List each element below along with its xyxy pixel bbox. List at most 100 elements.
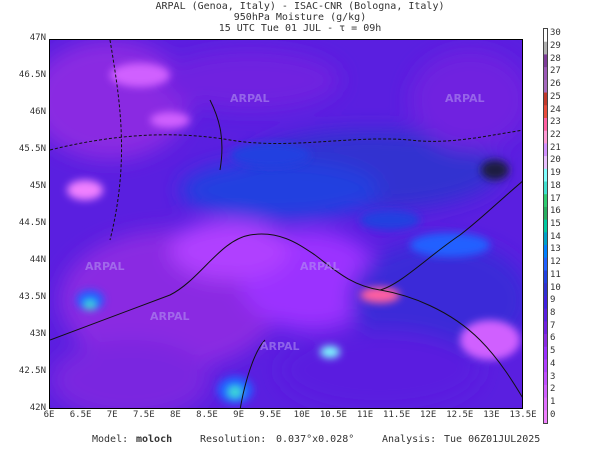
colorbar-swatch bbox=[544, 397, 547, 411]
lat-tick-label: 45N bbox=[29, 181, 46, 191]
arpal-watermark: ARPAL bbox=[230, 92, 270, 105]
colorbar-swatch bbox=[544, 295, 547, 310]
model-value: moloch bbox=[136, 434, 173, 445]
colorbar-label: 11 bbox=[550, 269, 561, 280]
arpal-watermark: ARPAL bbox=[260, 340, 300, 353]
colorbar-swatch bbox=[544, 156, 547, 170]
footer: Model: moloch Resolution: 0.037°x0.028° … bbox=[0, 434, 600, 448]
colorbar-label: 7 bbox=[550, 320, 556, 331]
lat-tick-label: 46.5N bbox=[18, 70, 46, 80]
lon-tick-label: 8.5E bbox=[196, 410, 218, 420]
colorbar-label: 5 bbox=[550, 346, 556, 357]
colorbar-label: 21 bbox=[550, 142, 561, 153]
lat-tick-label: 42N bbox=[29, 403, 46, 413]
moisture-field: ARPAL ARPAL ARPAL ARPAL ARPAL ARPAL bbox=[50, 40, 522, 408]
colorbar-swatch bbox=[544, 321, 547, 335]
colorbar-label: 29 bbox=[550, 41, 561, 52]
colorbar-swatch bbox=[544, 117, 547, 132]
colorbar-swatch bbox=[544, 29, 547, 43]
colorbar-swatch bbox=[544, 308, 547, 322]
colorbar-swatch bbox=[544, 359, 547, 373]
resolution-value: 0.037°x0.028° bbox=[276, 434, 355, 445]
arpal-watermark: ARPAL bbox=[85, 260, 125, 273]
colorbar-swatch bbox=[544, 219, 547, 233]
colorbar-swatch bbox=[544, 92, 547, 106]
colorbar-swatch bbox=[544, 79, 547, 94]
colorbar-label: 12 bbox=[550, 257, 561, 268]
lon-tick-label: 8E bbox=[169, 410, 181, 420]
colorbar-swatch bbox=[544, 41, 547, 55]
colorbar-swatch bbox=[544, 346, 547, 360]
colorbar-swatches bbox=[544, 29, 547, 423]
colorbar-label: 23 bbox=[550, 117, 561, 128]
colorbar-swatch bbox=[544, 54, 547, 68]
lat-tick-label: 44.5N bbox=[18, 218, 46, 228]
colorbar-swatch bbox=[544, 384, 547, 399]
colorbar-label: 14 bbox=[550, 231, 561, 242]
title-variable: 950hPa Moisture (g/kg) bbox=[233, 12, 367, 23]
lat-tick-label: 46N bbox=[29, 107, 46, 117]
colorbar-swatch bbox=[544, 194, 547, 208]
colorbar-swatch bbox=[544, 67, 547, 81]
colorbar-label: 13 bbox=[550, 244, 561, 255]
colorbar-swatch bbox=[544, 334, 547, 348]
watermarks: ARPAL ARPAL ARPAL ARPAL ARPAL ARPAL bbox=[85, 92, 485, 353]
moisture-blobs-large bbox=[50, 40, 522, 408]
lon-tick-label: 13.5E bbox=[509, 410, 537, 420]
lon-tick-label: 6.5E bbox=[69, 410, 92, 420]
colorbar-label: 17 bbox=[550, 193, 561, 204]
colorbar-label: 6 bbox=[550, 333, 556, 344]
colorbar-label: 20 bbox=[550, 155, 561, 166]
lon-tick-label: 6E bbox=[43, 410, 55, 420]
colorbar-label: 16 bbox=[550, 206, 561, 217]
colorbar-swatch bbox=[544, 143, 547, 157]
colorbar-swatch bbox=[544, 372, 547, 386]
colorbar-label: 1 bbox=[550, 396, 556, 407]
colorbar-label: 3 bbox=[550, 371, 556, 382]
colorbar-swatch bbox=[544, 270, 547, 284]
lon-tick-label: 13E bbox=[483, 410, 500, 420]
colorbar-label: 4 bbox=[550, 358, 556, 369]
model-label: Model: bbox=[92, 434, 129, 445]
lat-tick-label: 43N bbox=[29, 329, 46, 339]
colorbar-swatch bbox=[544, 105, 547, 119]
lat-tick-label: 45.5N bbox=[18, 144, 46, 154]
colorbar-swatch bbox=[544, 206, 547, 221]
colorbar-swatch bbox=[544, 181, 547, 195]
analysis-value: Tue 06Z01JUL2025 bbox=[444, 434, 541, 445]
lon-tick-label: 7.5E bbox=[132, 410, 155, 420]
colorbar-label: 2 bbox=[550, 384, 556, 395]
colorbar-label: 0 bbox=[550, 409, 556, 420]
lat-tick-label: 43.5N bbox=[18, 292, 46, 302]
lon-tick-label: 7E bbox=[106, 410, 118, 420]
lon-tick-label: 9E bbox=[233, 410, 245, 420]
arpal-watermark: ARPAL bbox=[445, 92, 485, 105]
title-valid-time: 15 UTC Tue 01 JUL - τ = 09h bbox=[218, 23, 382, 34]
lon-tick-label: 12E bbox=[420, 410, 437, 420]
resolution-label: Resolution: bbox=[200, 434, 267, 445]
lat-tick-label: 47N bbox=[29, 33, 46, 43]
colorbar-swatch bbox=[544, 168, 547, 183]
colorbar-label: 22 bbox=[550, 130, 561, 141]
coastlines-and-borders bbox=[50, 40, 522, 408]
colorbar-label: 25 bbox=[550, 91, 561, 102]
lon-tick-label: 11.5E bbox=[383, 410, 411, 420]
colorbar-swatch bbox=[544, 245, 547, 259]
moisture-map: ARPAL ARPAL ARPAL ARPAL ARPAL ARPAL bbox=[49, 39, 523, 409]
colorbar-swatch bbox=[544, 257, 547, 271]
map-title: ARPAL (Genoa, Italy) - ISAC-CNR (Bologna… bbox=[0, 0, 600, 37]
moisture-blobs-small bbox=[67, 63, 520, 404]
analysis-label: Analysis: bbox=[382, 434, 437, 445]
colorbar-label: 27 bbox=[550, 66, 561, 77]
colorbar-label: 10 bbox=[550, 282, 561, 293]
colorbar-label: 9 bbox=[550, 295, 556, 306]
colorbar-label: 15 bbox=[550, 219, 561, 229]
colorbar-swatch bbox=[544, 283, 547, 297]
lon-tick-label: 9.5E bbox=[259, 410, 282, 420]
lon-tick-label: 10E bbox=[293, 410, 310, 420]
colorbar bbox=[543, 28, 548, 424]
lat-tick-label: 44N bbox=[29, 255, 46, 265]
lon-tick-label: 11E bbox=[356, 410, 374, 420]
title-institutions: ARPAL (Genoa, Italy) - ISAC-CNR (Bologna… bbox=[155, 1, 445, 12]
colorbar-label: 18 bbox=[550, 180, 561, 191]
